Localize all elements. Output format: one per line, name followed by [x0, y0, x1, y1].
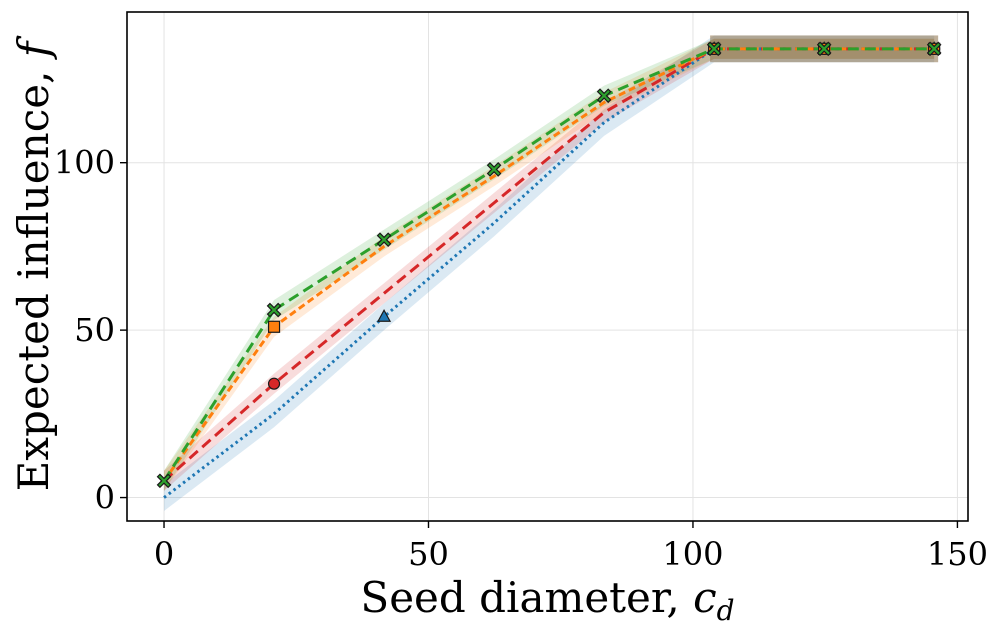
plot-frame: [126, 11, 969, 522]
band-red-dashed: [164, 38, 935, 491]
y-tick-label: 0: [95, 479, 115, 517]
series-markers: [156, 41, 942, 489]
marker-blue-dotted: [377, 308, 392, 322]
x-tick-label: 0: [154, 535, 174, 573]
band-green-dashed: [164, 38, 935, 491]
confidence-bands: [164, 35, 939, 511]
line-orange-dashed: [162, 47, 935, 482]
series-lines: [162, 47, 935, 499]
axis-ticks: 0 50 100 150 0 50 100: [54, 144, 988, 573]
marker-green-dashed: [926, 41, 942, 57]
marker-red-dashed: [267, 377, 281, 390]
y-axis-label: Expected influence, f: [9, 35, 58, 491]
x-axis-label: Seed diameter, cd: [360, 573, 734, 627]
grid: [127, 12, 968, 521]
marker-green-dashed: [816, 41, 832, 57]
marker-orange-dashed: [267, 320, 281, 333]
x-tick-label: 50: [408, 535, 449, 573]
marker-green-dashed: [706, 41, 722, 57]
marker-green-dashed: [376, 232, 392, 248]
line-green-dashed: [162, 47, 935, 482]
y-tick-label: 50: [74, 311, 115, 349]
x-tick-label: 150: [927, 535, 988, 573]
marker-green-dashed: [266, 302, 282, 318]
band-orange-dashed: [164, 38, 935, 491]
y-tick-label: 100: [54, 144, 115, 182]
marker-green-dashed: [596, 88, 612, 104]
marker-green-dashed: [486, 162, 502, 177]
marker-green-dashed: [156, 473, 172, 489]
band-blue-dotted: [164, 35, 935, 511]
line-blue-dotted: [163, 47, 935, 499]
x-tick-label: 100: [662, 535, 723, 573]
